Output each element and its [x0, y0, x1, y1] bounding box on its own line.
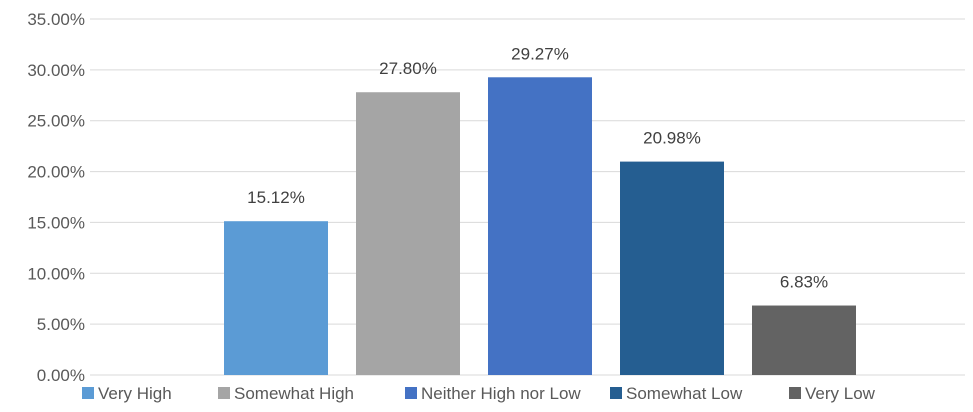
- y-tick-label: 10.00%: [27, 264, 85, 283]
- y-tick-label: 30.00%: [27, 61, 85, 80]
- bar: [488, 77, 592, 375]
- bars: [224, 77, 856, 375]
- legend: Very High Somewhat High Neither High nor L…: [82, 384, 876, 403]
- data-label: 6.83%: [780, 273, 828, 292]
- legend-label: Somewhat Low: [626, 384, 743, 403]
- legend-swatch: [218, 387, 230, 399]
- legend-label: Somewhat High: [234, 384, 354, 403]
- data-label: 15.12%: [247, 188, 305, 207]
- data-label: 27.80%: [379, 59, 437, 78]
- legend-swatch: [610, 387, 622, 399]
- bar: [356, 92, 460, 375]
- data-labels: 15.12% 27.80% 29.27% 20.98% 6.83%: [247, 44, 828, 291]
- y-tick-label: 0.00%: [37, 366, 85, 385]
- bar: [752, 305, 856, 375]
- data-label: 29.27%: [511, 44, 569, 63]
- legend-label: Very High: [98, 384, 172, 403]
- bar: [620, 161, 724, 375]
- y-tick-label: 20.00%: [27, 163, 85, 182]
- y-tick-label: 15.00%: [27, 213, 85, 232]
- y-tick-label: 25.00%: [27, 112, 85, 131]
- legend-label: Neither High nor Low: [421, 384, 581, 403]
- legend-swatch: [82, 387, 94, 399]
- y-tick-label: 5.00%: [37, 315, 85, 334]
- legend-label: Very Low: [805, 384, 876, 403]
- data-label: 20.98%: [643, 129, 701, 148]
- legend-swatch: [405, 387, 417, 399]
- bar: [224, 221, 328, 375]
- legend-swatch: [789, 387, 801, 399]
- y-axis-ticks: 0.00% 5.00% 10.00% 15.00% 20.00% 25.00% 30.00%…: [27, 10, 85, 385]
- y-tick-label: 35.00%: [27, 10, 85, 29]
